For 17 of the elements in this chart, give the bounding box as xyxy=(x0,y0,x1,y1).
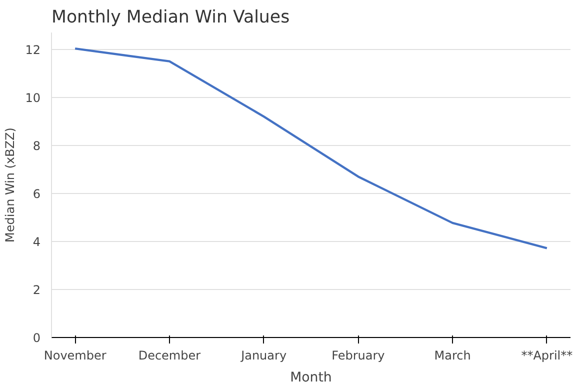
line-series xyxy=(74,47,548,250)
x-tick-label: February xyxy=(332,348,385,362)
x-tick-label: November xyxy=(44,348,106,362)
y-tick-label: 8 xyxy=(32,138,41,153)
y-tick-label: 2 xyxy=(32,282,41,297)
x-tick-label: December xyxy=(138,348,201,362)
x-tick-label: March xyxy=(434,348,471,362)
x-tick-label: January xyxy=(240,348,287,362)
x-tick-label: **April** xyxy=(521,348,573,362)
y-tick-label: 10 xyxy=(25,90,41,105)
y-tick-label: 6 xyxy=(32,186,41,201)
chart-title: Monthly Median Win Values xyxy=(52,8,290,28)
y-axis-title: Median Win (xBZZ) xyxy=(3,128,18,242)
x-axis-title: Month xyxy=(290,370,332,386)
y-tick-label: 0 xyxy=(32,331,41,345)
y-tick-label: 12 xyxy=(25,42,41,57)
y-tick-label: 4 xyxy=(32,234,41,249)
